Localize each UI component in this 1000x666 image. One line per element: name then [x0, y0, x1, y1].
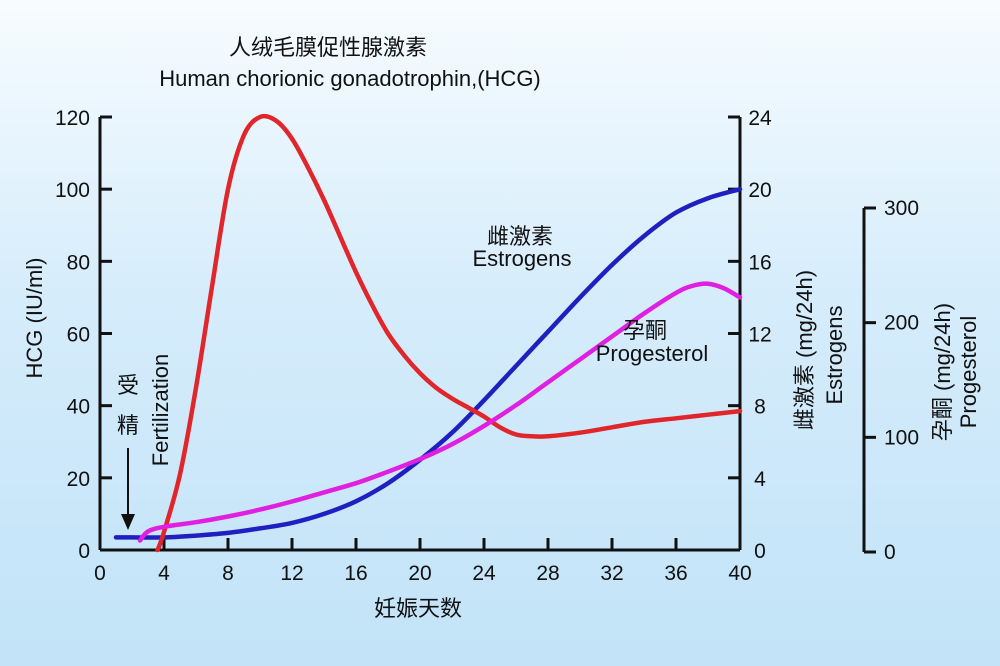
left-tick-label: 60 — [67, 324, 90, 347]
right2-axis-label-en: Progesterol — [956, 316, 981, 429]
right2-axis-label: 孕酮 (mg/24h) — [930, 303, 955, 441]
left-tick-label: 0 — [78, 540, 90, 563]
right1-tick-label: 20 — [748, 179, 771, 202]
progesterol-label-en: Progesterol — [596, 341, 709, 366]
left-tick-label: 120 — [55, 107, 90, 130]
right1-tick-label: 8 — [754, 396, 766, 419]
right1-tick-label: 16 — [748, 251, 771, 274]
series-group — [113, 113, 743, 553]
x-tick-label: 12 — [280, 562, 303, 585]
estrogens-label-en: Estrogens — [472, 246, 571, 271]
x-tick-label: 40 — [728, 562, 751, 585]
fertilization-label-en: Fertilization — [148, 354, 173, 466]
right1-axis-label: 雌激素 (mg/24h) — [792, 270, 817, 430]
left-tick-label: 20 — [67, 468, 90, 491]
fertilization-label-cn-1: 受 — [117, 373, 139, 398]
x-tick-label: 24 — [472, 562, 496, 585]
x-tick-label: 32 — [600, 562, 623, 585]
x-tick-label: 20 — [408, 562, 431, 585]
x-tick-label: 28 — [536, 562, 559, 585]
fertilization-arrow-head — [121, 514, 135, 530]
estrogens-label-cn: 雌激素 — [487, 224, 553, 249]
right2-tick-label: 200 — [884, 312, 919, 335]
x-tick-label: 36 — [664, 562, 687, 585]
x-tick-label: 16 — [344, 562, 367, 585]
right2-tick-label: 0 — [884, 541, 896, 564]
fertilization-label-cn-2: 精 — [117, 413, 139, 438]
x-tick-label: 8 — [222, 562, 234, 585]
x-tick-label: 0 — [94, 562, 106, 585]
right2-tick-label: 300 — [884, 197, 919, 220]
left-tick-label: 80 — [67, 251, 90, 274]
hcg-series-line — [155, 113, 743, 553]
right1-tick-label: 4 — [754, 468, 766, 491]
progesterol-label-cn: 孕酮 — [623, 318, 667, 343]
x-axis-label: 妊娠天数 — [374, 596, 462, 621]
left-tick-label: 100 — [55, 179, 90, 202]
left-axis-label: HCG (IU/ml) — [22, 258, 47, 379]
right2-tick-label: 100 — [884, 426, 919, 449]
right1-tick-label: 0 — [754, 540, 766, 563]
left-tick-label: 40 — [67, 396, 90, 419]
right1-tick-label: 12 — [748, 324, 771, 347]
right1-axis-label-en: Estrogens — [822, 305, 847, 404]
right1-tick-label: 24 — [748, 107, 772, 130]
chart-title-cn: 人绒毛膜促性腺激素 — [229, 36, 427, 61]
progesterol-series-line — [137, 281, 743, 543]
chart-title-en: Human chorionic gonadotrophin,(HCG) — [159, 66, 541, 91]
x-tick-label: 4 — [158, 562, 170, 585]
